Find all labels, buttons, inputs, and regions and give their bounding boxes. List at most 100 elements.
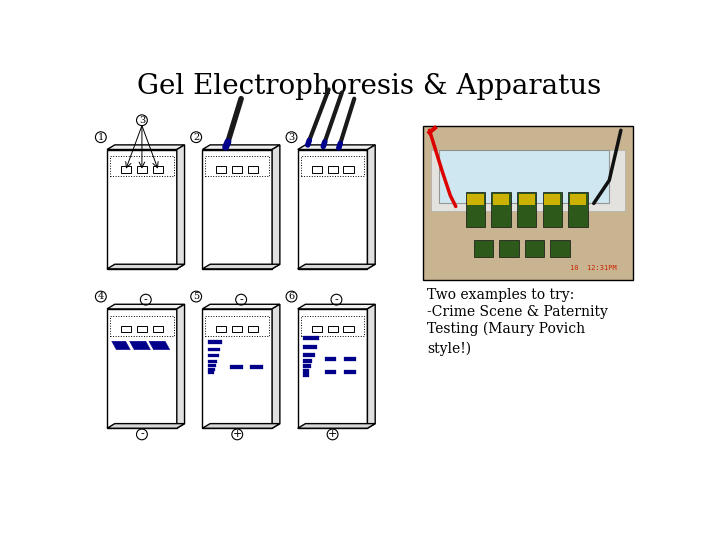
Text: 3: 3 bbox=[139, 116, 145, 125]
Bar bbox=[208, 368, 215, 372]
Polygon shape bbox=[297, 304, 375, 309]
Bar bbox=[303, 369, 310, 373]
Bar bbox=[121, 326, 131, 332]
Bar bbox=[205, 316, 269, 336]
Bar bbox=[423, 126, 632, 280]
Bar bbox=[216, 166, 226, 173]
Bar bbox=[328, 326, 338, 332]
Bar bbox=[474, 240, 493, 257]
Bar bbox=[121, 166, 131, 173]
Bar bbox=[499, 240, 518, 257]
Bar bbox=[303, 364, 311, 368]
Polygon shape bbox=[367, 304, 375, 428]
Polygon shape bbox=[202, 150, 272, 269]
Bar bbox=[208, 372, 214, 374]
Polygon shape bbox=[297, 423, 375, 428]
Bar bbox=[250, 365, 263, 369]
Bar bbox=[438, 150, 609, 204]
Text: Two examples to try:: Two examples to try: bbox=[427, 288, 575, 302]
Bar bbox=[248, 166, 258, 173]
Bar bbox=[208, 340, 222, 343]
Bar bbox=[303, 373, 309, 377]
Text: +: + bbox=[233, 429, 242, 440]
Text: 3: 3 bbox=[289, 133, 294, 141]
Bar bbox=[301, 157, 364, 177]
Text: -: - bbox=[140, 429, 144, 440]
Text: -: - bbox=[144, 295, 148, 305]
Bar bbox=[544, 194, 560, 205]
Bar bbox=[344, 356, 356, 361]
Bar bbox=[230, 365, 243, 369]
Polygon shape bbox=[297, 145, 375, 150]
Bar bbox=[328, 166, 338, 173]
Bar bbox=[303, 359, 312, 363]
Bar bbox=[466, 192, 485, 226]
Bar bbox=[303, 345, 317, 349]
Polygon shape bbox=[107, 423, 184, 428]
Bar bbox=[301, 316, 364, 336]
Bar bbox=[431, 150, 625, 211]
Polygon shape bbox=[202, 309, 272, 428]
Text: 5: 5 bbox=[193, 292, 199, 301]
Bar bbox=[208, 348, 220, 351]
Bar bbox=[525, 240, 544, 257]
Polygon shape bbox=[272, 304, 280, 428]
Text: -: - bbox=[239, 295, 243, 305]
Bar bbox=[233, 166, 243, 173]
Text: 6: 6 bbox=[289, 292, 294, 301]
Bar bbox=[570, 194, 586, 205]
Bar bbox=[137, 326, 147, 332]
Bar bbox=[325, 356, 336, 361]
Bar bbox=[110, 157, 174, 177]
Bar bbox=[248, 326, 258, 332]
Bar bbox=[153, 326, 163, 332]
Bar bbox=[303, 336, 319, 340]
Polygon shape bbox=[130, 341, 150, 350]
Text: Testing (Maury Povich
style!): Testing (Maury Povich style!) bbox=[427, 322, 585, 356]
Bar bbox=[343, 326, 354, 332]
Polygon shape bbox=[107, 264, 184, 269]
Bar bbox=[208, 360, 217, 363]
Bar bbox=[568, 192, 588, 226]
Bar bbox=[517, 192, 536, 226]
Bar bbox=[343, 166, 354, 173]
Text: -Crime Scene & Paternity: -Crime Scene & Paternity bbox=[427, 305, 608, 319]
Polygon shape bbox=[177, 145, 184, 269]
Polygon shape bbox=[107, 150, 177, 269]
Bar bbox=[205, 157, 269, 177]
Polygon shape bbox=[272, 145, 280, 269]
Bar bbox=[137, 166, 147, 173]
Text: Gel Electrophoresis & Apparatus: Gel Electrophoresis & Apparatus bbox=[137, 72, 601, 99]
Bar bbox=[208, 364, 215, 367]
Polygon shape bbox=[107, 145, 184, 150]
Bar bbox=[325, 370, 336, 374]
Text: -: - bbox=[335, 295, 338, 305]
Bar bbox=[543, 192, 562, 226]
Polygon shape bbox=[177, 304, 184, 428]
Bar bbox=[312, 326, 322, 332]
Polygon shape bbox=[202, 304, 280, 309]
Polygon shape bbox=[107, 309, 177, 428]
Text: 1: 1 bbox=[98, 133, 104, 141]
Bar bbox=[153, 166, 163, 173]
Polygon shape bbox=[202, 145, 280, 150]
Polygon shape bbox=[367, 145, 375, 269]
Polygon shape bbox=[297, 264, 375, 269]
Bar bbox=[216, 326, 226, 332]
Text: +: + bbox=[328, 429, 337, 440]
Bar bbox=[493, 194, 509, 205]
Bar bbox=[492, 192, 510, 226]
Polygon shape bbox=[297, 309, 367, 428]
Bar bbox=[518, 194, 535, 205]
Bar bbox=[233, 326, 243, 332]
Bar bbox=[312, 166, 322, 173]
Bar bbox=[303, 353, 315, 356]
Bar bbox=[467, 194, 484, 205]
Polygon shape bbox=[202, 264, 280, 269]
Text: 4: 4 bbox=[98, 292, 104, 301]
Polygon shape bbox=[202, 423, 280, 428]
Text: 2: 2 bbox=[193, 133, 199, 141]
Bar bbox=[550, 240, 570, 257]
Polygon shape bbox=[149, 341, 170, 350]
Polygon shape bbox=[297, 150, 367, 269]
